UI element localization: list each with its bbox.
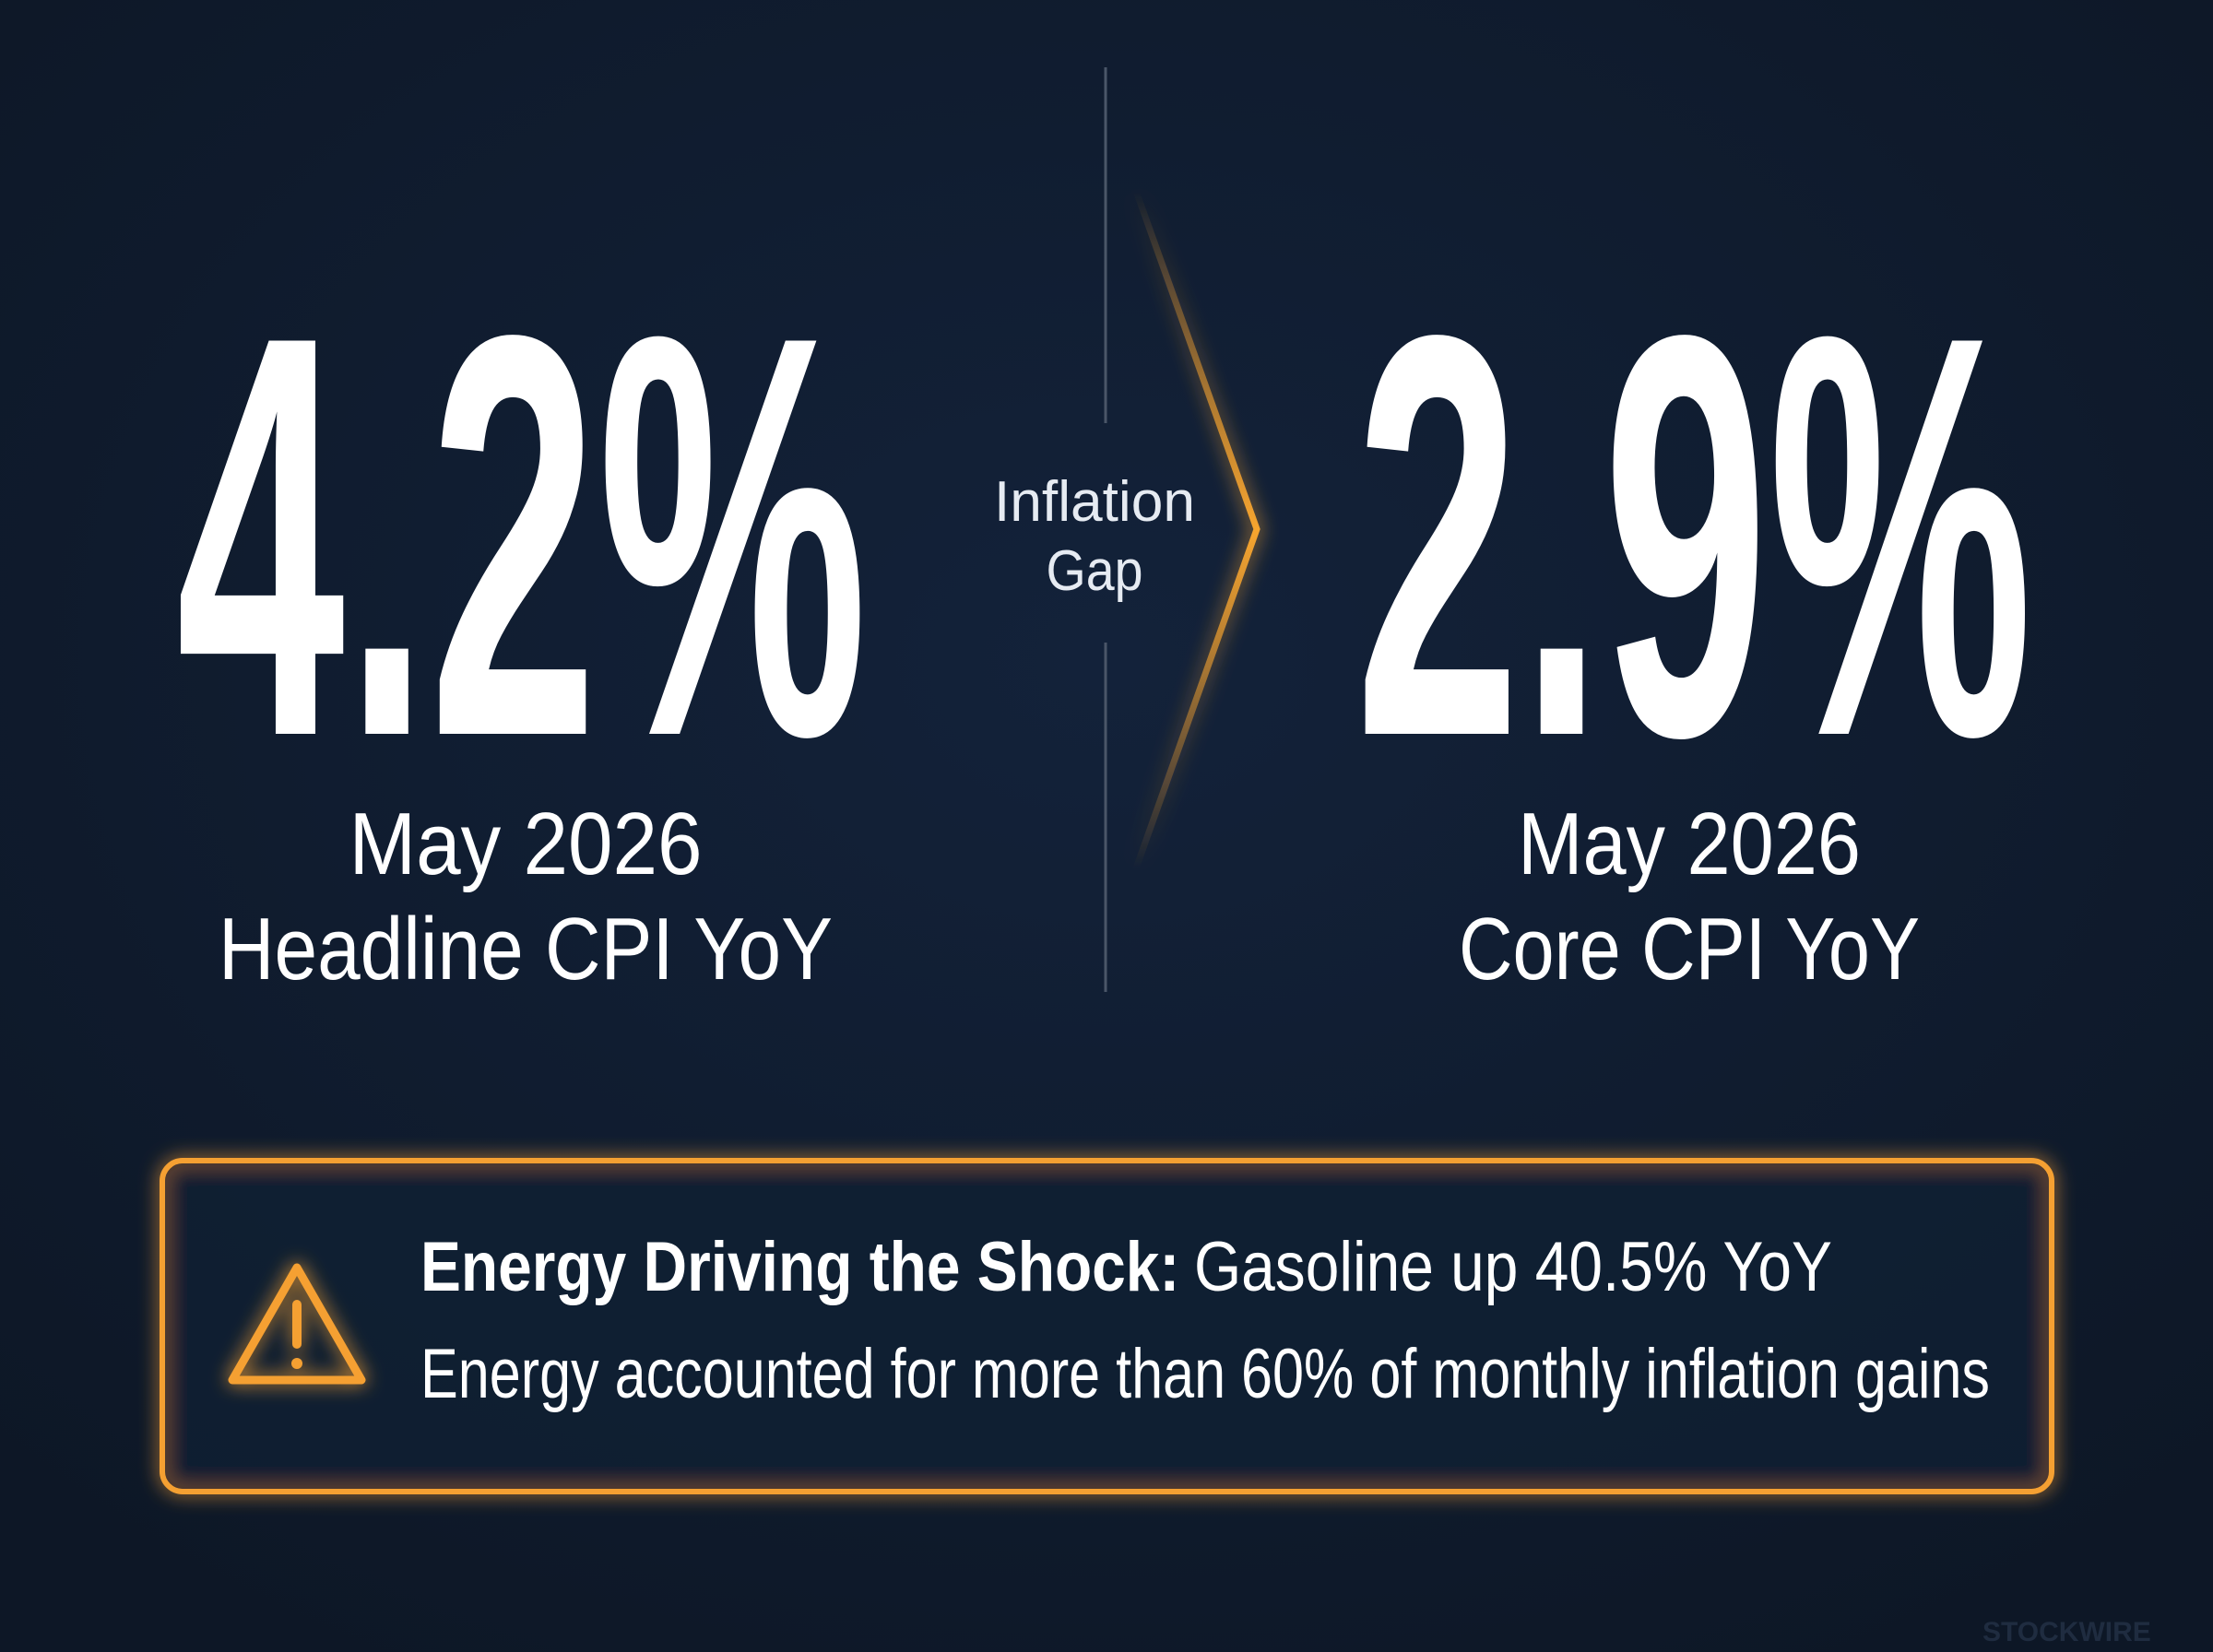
alert-heading: Energy Driving the Shock: (420, 1228, 1179, 1306)
core-value: 2.9% (1355, 218, 2033, 856)
chevron (1132, 189, 1260, 870)
headline-date: May 2026 (349, 795, 703, 893)
warning-icon (228, 1263, 366, 1385)
alert-detail: Energy accounted for more than 60% of mo… (420, 1335, 1990, 1413)
core-date: May 2026 (1518, 795, 1861, 893)
alert-headline: Gasoline up 40.5% YoY (1194, 1228, 1832, 1306)
headline-label: Headline CPI YoY (219, 900, 833, 998)
watermark: STOCKWIRE (1982, 1617, 2151, 1647)
alert-line: Energy Driving the Shock:Gasoline up 40.… (420, 1228, 1832, 1306)
gap-label: Inflation (994, 470, 1195, 534)
core-label: Core CPI YoY (1459, 900, 1920, 998)
gap-label: Gap (1047, 539, 1143, 603)
alert-box (160, 1158, 2054, 1494)
headline-value: 4.2% (176, 218, 868, 856)
